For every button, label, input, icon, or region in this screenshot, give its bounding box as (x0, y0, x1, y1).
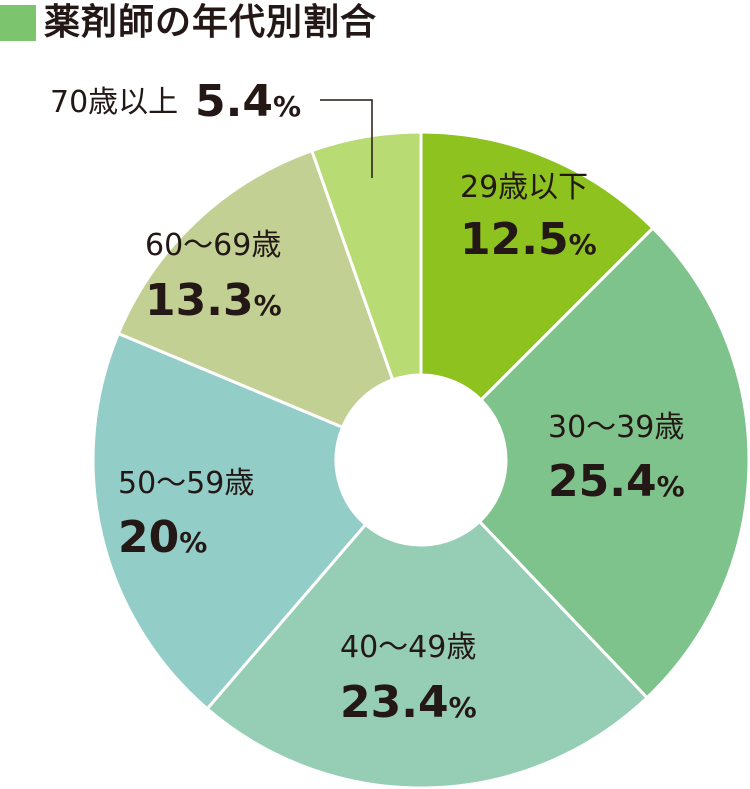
leader-line-70-plus (320, 99, 373, 178)
pie-slice-5 (309, 130, 423, 382)
slice-label-unit-1: % (657, 470, 685, 503)
slice-label-name-4: 60〜69歳 (145, 228, 281, 263)
pie-slice-1 (477, 225, 750, 700)
slice-label-unit-4: % (254, 289, 282, 322)
slice-label-value-5: 5.4% (195, 76, 301, 127)
slice-label-unit-2: % (449, 691, 477, 724)
slice-label-name-1: 30〜39歳 (548, 410, 684, 445)
chart-title: 薬剤師の年代別割合 (0, 0, 377, 46)
pie-slice-3 (91, 331, 368, 711)
slice-label-unit-3: % (179, 526, 207, 559)
slice-label-unit-5: % (273, 90, 301, 123)
slice-label-name-5: 70歳以上 (50, 85, 178, 120)
slice-label-name-3: 50〜59歳 (118, 466, 254, 501)
chart-title-text: 薬剤師の年代別割合 (44, 2, 378, 43)
slice-label-unit-0: % (569, 228, 597, 261)
pie-slice-0 (419, 130, 656, 403)
slice-label-name-2: 40〜49歳 (340, 630, 476, 665)
pie-slice-2 (205, 519, 650, 789)
title-square-icon (0, 5, 36, 41)
pie-slice-4 (116, 148, 395, 430)
slice-label-name-0: 29歳以下 (460, 170, 588, 205)
